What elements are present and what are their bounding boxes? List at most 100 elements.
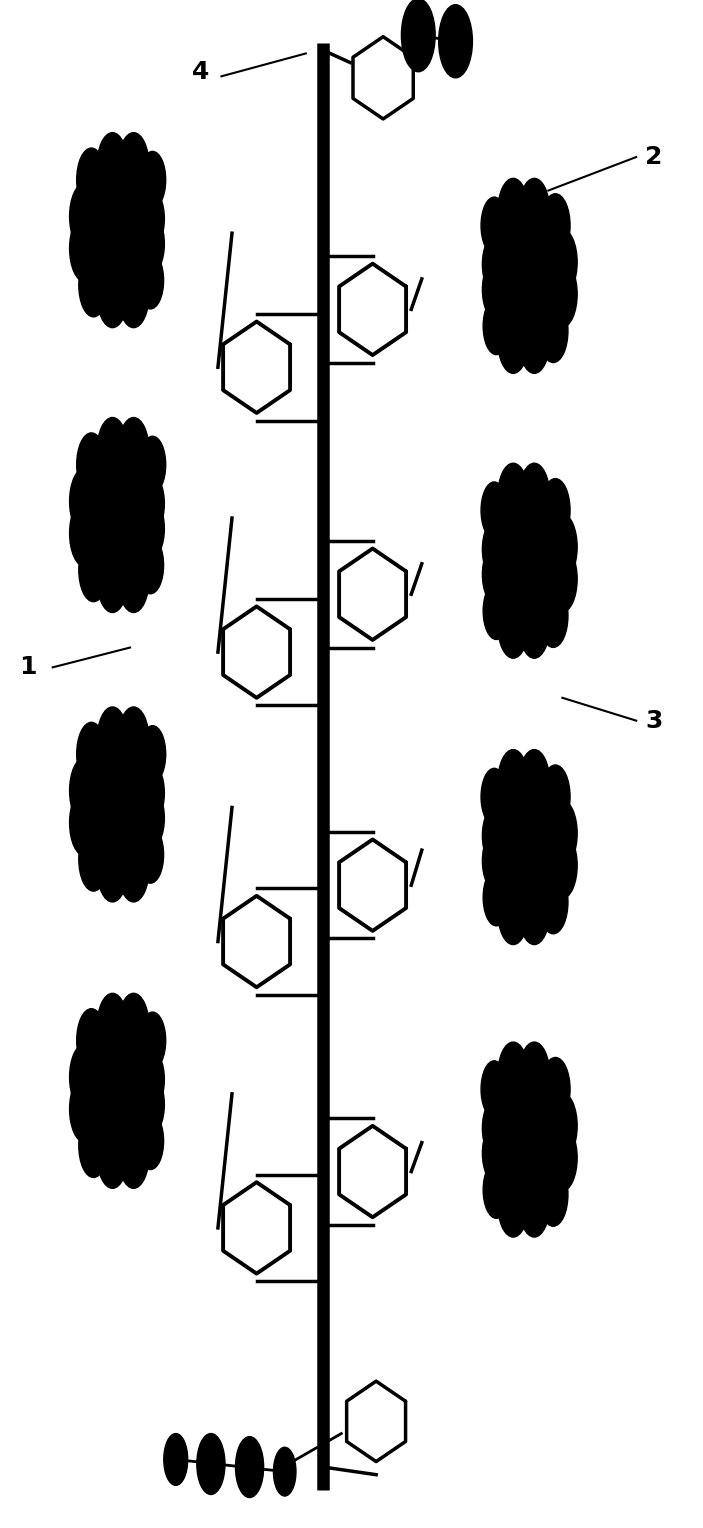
Circle shape [538,869,568,934]
Circle shape [482,1099,510,1158]
Circle shape [97,834,128,902]
Circle shape [498,750,529,816]
Circle shape [164,1433,188,1485]
Circle shape [77,148,106,212]
Circle shape [503,542,536,616]
Circle shape [136,1074,165,1135]
Circle shape [482,544,510,605]
Circle shape [110,1073,144,1146]
Circle shape [110,1036,144,1109]
Circle shape [79,254,108,316]
Circle shape [136,188,165,249]
Circle shape [70,215,101,283]
Circle shape [503,828,536,902]
Text: 4: 4 [192,60,209,84]
Circle shape [89,744,123,819]
Circle shape [97,993,128,1060]
Circle shape [498,1042,529,1109]
Circle shape [546,513,577,581]
Circle shape [137,827,164,883]
Circle shape [524,1080,557,1154]
Circle shape [519,877,550,944]
Circle shape [70,758,101,824]
Circle shape [97,133,128,200]
Circle shape [139,1012,166,1070]
Circle shape [70,1076,101,1143]
Circle shape [546,1125,577,1192]
Text: 1: 1 [20,656,37,680]
Circle shape [137,536,164,594]
Circle shape [541,194,570,257]
Circle shape [118,261,149,327]
Circle shape [498,591,529,659]
Circle shape [546,229,577,295]
Circle shape [498,306,529,373]
Circle shape [70,183,101,251]
Circle shape [498,1170,529,1238]
Circle shape [538,584,568,648]
Circle shape [483,869,510,926]
Circle shape [498,179,529,246]
Circle shape [197,1433,225,1494]
Circle shape [519,750,550,816]
Circle shape [524,787,557,862]
Circle shape [110,749,144,824]
Circle shape [482,805,510,866]
Circle shape [503,257,536,332]
Circle shape [519,591,550,659]
Circle shape [79,828,108,891]
Circle shape [77,432,106,497]
Circle shape [503,220,536,295]
Circle shape [541,1057,570,1122]
Circle shape [498,877,529,944]
Circle shape [89,785,123,860]
Circle shape [482,1123,510,1183]
Circle shape [538,1163,568,1227]
Circle shape [546,261,577,327]
Circle shape [519,306,550,373]
Circle shape [118,417,149,484]
Circle shape [519,463,550,530]
Circle shape [89,1031,123,1105]
Circle shape [136,1050,165,1109]
Circle shape [503,792,536,866]
Circle shape [136,214,165,274]
Circle shape [89,1073,123,1146]
Circle shape [482,260,510,319]
Circle shape [110,211,144,286]
Circle shape [481,1060,508,1118]
Circle shape [481,769,508,825]
Circle shape [89,211,123,286]
Circle shape [118,707,149,775]
Circle shape [546,545,577,613]
Circle shape [136,498,165,559]
Circle shape [503,506,536,579]
Text: 3: 3 [645,709,662,732]
Circle shape [524,1122,557,1195]
Circle shape [439,5,472,78]
Circle shape [482,234,510,295]
Circle shape [77,1008,106,1073]
Circle shape [546,831,577,898]
Circle shape [482,831,510,891]
Circle shape [538,299,568,362]
Circle shape [118,993,149,1060]
Circle shape [97,545,128,613]
Circle shape [97,1122,128,1189]
Circle shape [110,176,144,249]
Circle shape [97,417,128,484]
Circle shape [524,215,557,290]
Circle shape [139,437,166,494]
Circle shape [110,460,144,533]
Circle shape [519,1170,550,1238]
Circle shape [136,788,165,848]
Circle shape [70,788,101,856]
Circle shape [483,298,510,354]
Circle shape [524,501,557,575]
Circle shape [139,726,166,782]
Circle shape [503,1122,536,1195]
Circle shape [79,538,108,602]
Circle shape [89,455,123,529]
Circle shape [236,1436,264,1497]
Circle shape [483,582,510,639]
